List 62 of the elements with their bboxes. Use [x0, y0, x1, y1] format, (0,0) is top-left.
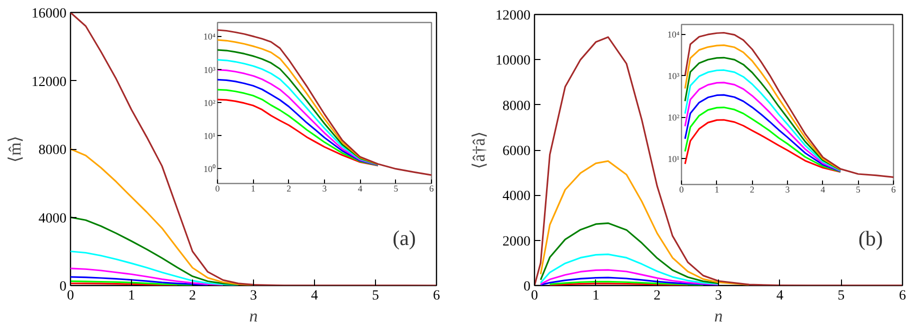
x-tick-label: 3: [715, 288, 722, 304]
x-tick-label: 3: [785, 184, 790, 194]
y-tick-label: 10¹: [204, 130, 216, 141]
x-tick-label: 3: [250, 288, 257, 304]
x-tick-label: 1: [592, 288, 600, 304]
x-tick-label: 6: [891, 184, 896, 194]
y-tick-label: 16000: [32, 6, 66, 22]
x-tick-label: 3: [322, 184, 328, 194]
y-tick-label: 8000: [502, 98, 530, 114]
line-series: [70, 216, 240, 286]
x-tick-label: 4: [358, 184, 363, 194]
line-series: [540, 276, 720, 286]
x-tick-label: 5: [838, 288, 845, 304]
y-tick-label: 10³: [668, 70, 680, 81]
line-series: [540, 269, 720, 286]
line-series: [684, 32, 894, 178]
y-tick-label: 4000: [502, 189, 530, 204]
y-tick-label: 10⁰: [204, 164, 216, 174]
x-tick-label: 2: [189, 288, 196, 304]
y-tick-label: 10000: [496, 54, 530, 69]
x-tick-label: 5: [372, 288, 379, 304]
y-tick-label: 4000: [38, 211, 66, 226]
x-tick-label: 4: [820, 184, 826, 194]
y-tick-label: 10²: [668, 112, 680, 122]
y-tick-label: 6000: [502, 144, 530, 159]
line-series: [70, 276, 209, 286]
x-tick-label: 2: [286, 184, 292, 194]
x-tick-label: 2: [750, 184, 754, 194]
line-series: [684, 106, 842, 172]
x-tick-label: 4: [776, 288, 784, 304]
x-tick-label: 2: [654, 288, 661, 304]
y-tick-label: 10⁴: [203, 32, 216, 42]
x-axis-title: n: [249, 306, 258, 326]
line-series: [540, 160, 750, 286]
line-series: [70, 12, 436, 286]
y-tick-label: 12000: [496, 8, 530, 24]
y-axis-title: ⟨m̂⟩: [6, 135, 24, 163]
y-tick-label: 10²: [204, 98, 216, 108]
x-tick-label: 6: [899, 288, 906, 304]
x-tick-label: 5: [856, 184, 861, 194]
y-tick-label: 10⁴: [667, 29, 680, 40]
line-series: [70, 268, 224, 286]
y-tick-label: 10³: [204, 64, 216, 75]
x-tick-label: 4: [311, 288, 318, 304]
annotation: (a): [392, 226, 416, 250]
y-tick-label: 10¹: [668, 154, 680, 164]
y-tick-label: 8000: [38, 143, 66, 158]
line-series: [540, 222, 720, 284]
y-tick-label: 2000: [502, 234, 530, 250]
x-tick-label: 1: [714, 184, 720, 194]
y-axis-title: ⟨â†â⟩: [470, 131, 488, 169]
x-tick-label: 5: [394, 184, 399, 194]
line-series: [684, 119, 842, 173]
x-axis-title: n: [714, 306, 723, 326]
x-tick-label: 6: [429, 184, 434, 194]
x-tick-label: 1: [250, 184, 256, 194]
y-tick-label: 12000: [32, 74, 66, 90]
x-tick-label: 6: [433, 288, 440, 304]
line-series: [218, 29, 432, 176]
line-series: [540, 254, 720, 285]
x-tick-label: 1: [128, 288, 135, 304]
annotation: (b): [858, 226, 883, 250]
